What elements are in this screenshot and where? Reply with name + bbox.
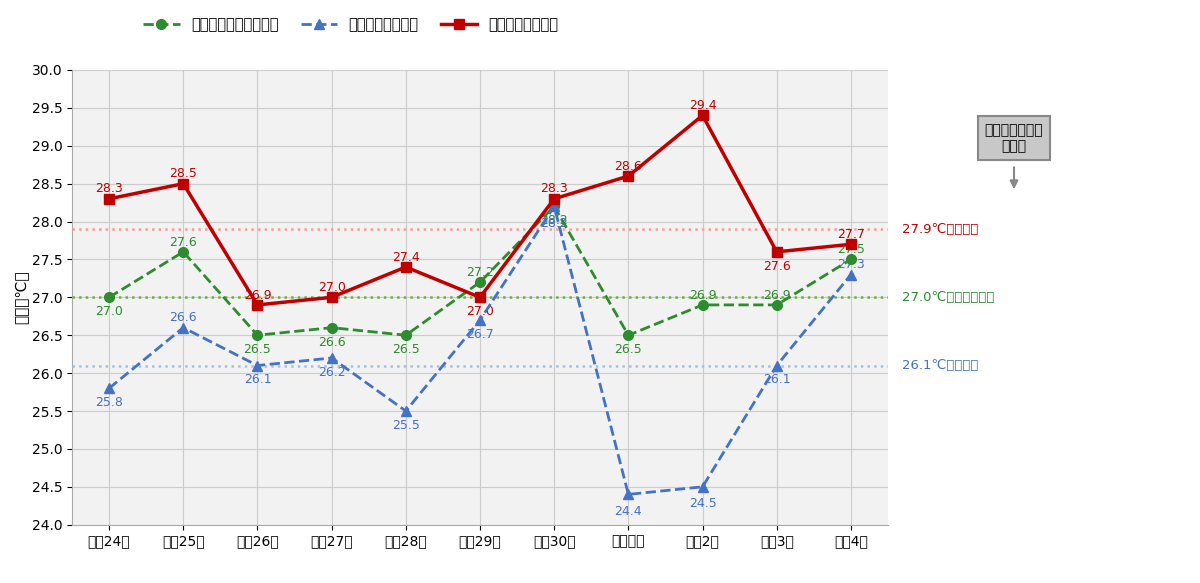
- Text: 28.2: 28.2: [540, 216, 568, 230]
- Text: 28.2: 28.2: [540, 215, 568, 227]
- Text: 26.6: 26.6: [169, 311, 197, 324]
- Text: 28.6: 28.6: [614, 160, 642, 173]
- Legend: 平均気温（７～８月）, 平均気温（７月）, 平均気温（８月）: 平均気温（７～８月）, 平均気温（７月）, 平均気温（８月）: [137, 11, 564, 37]
- Text: 27.5: 27.5: [836, 243, 865, 256]
- Text: 26.2: 26.2: [318, 366, 346, 379]
- Text: 25.5: 25.5: [392, 419, 420, 432]
- Text: 26.7: 26.7: [466, 328, 494, 341]
- Text: 26.1: 26.1: [244, 374, 271, 387]
- Text: 24.4: 24.4: [614, 504, 642, 518]
- Text: 27.7: 27.7: [836, 228, 865, 241]
- Text: 27.6: 27.6: [763, 260, 791, 273]
- Text: 24.5: 24.5: [689, 497, 716, 510]
- Text: 27.0: 27.0: [95, 305, 124, 318]
- Text: 26.9: 26.9: [244, 289, 271, 301]
- Text: 27.0℃（７～８月）: 27.0℃（７～８月）: [902, 291, 995, 304]
- Text: 26.5: 26.5: [392, 343, 420, 356]
- Text: 26.6: 26.6: [318, 336, 346, 349]
- Text: 27.9℃（８月）: 27.9℃（８月）: [902, 223, 979, 236]
- Text: 26.5: 26.5: [244, 343, 271, 356]
- Text: 26.1: 26.1: [763, 374, 791, 387]
- Text: 27.0: 27.0: [318, 281, 346, 294]
- Text: 25.8: 25.8: [95, 396, 124, 409]
- Text: 29.4: 29.4: [689, 99, 716, 112]
- Text: 27.0: 27.0: [466, 305, 494, 318]
- Text: 26.9: 26.9: [689, 289, 716, 301]
- Text: 27.6: 27.6: [169, 236, 197, 248]
- Text: 28.3: 28.3: [95, 182, 122, 195]
- Text: 26.1℃（７月）: 26.1℃（７月）: [902, 359, 979, 372]
- Text: 27.2: 27.2: [466, 266, 494, 279]
- Text: 28.3: 28.3: [540, 182, 568, 195]
- Y-axis label: 気温（℃）: 気温（℃）: [13, 271, 29, 324]
- Text: 過去１０年間の
平均値: 過去１０年間の 平均値: [985, 123, 1043, 153]
- Text: 26.9: 26.9: [763, 289, 791, 301]
- Text: 26.5: 26.5: [614, 343, 642, 356]
- Text: 28.5: 28.5: [169, 167, 197, 180]
- Text: 27.3: 27.3: [838, 258, 865, 271]
- Text: 27.4: 27.4: [392, 251, 420, 264]
